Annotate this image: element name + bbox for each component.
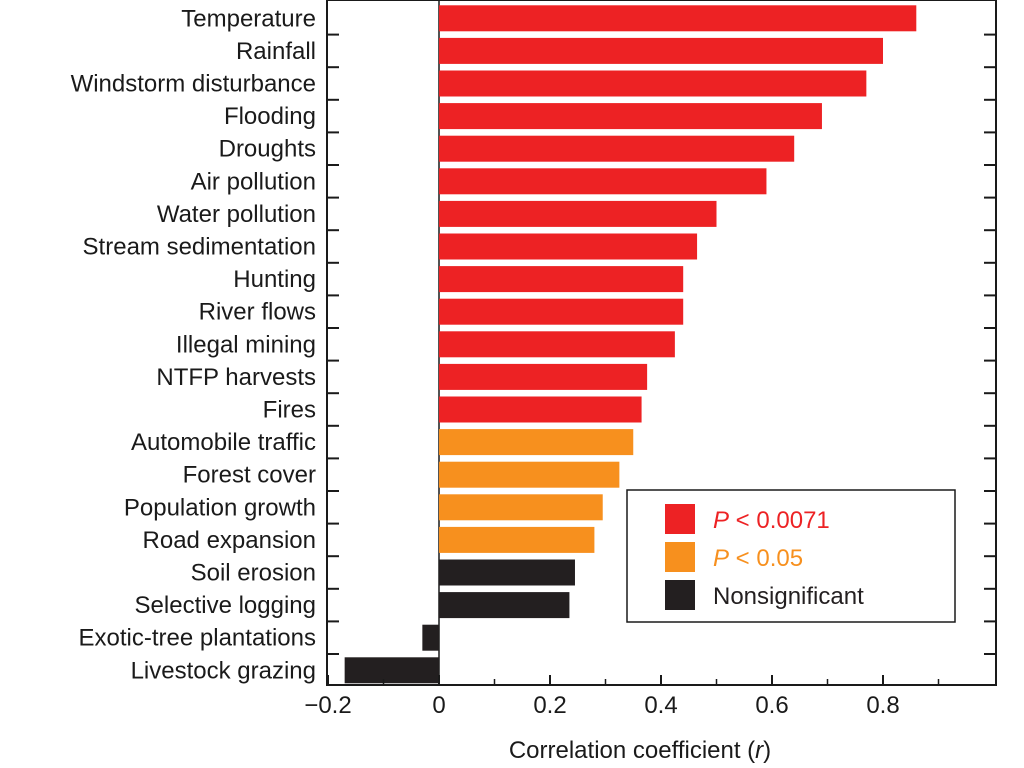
category-label-droughts: Droughts <box>219 136 316 163</box>
bar-illegal-mining <box>439 331 675 358</box>
x-tick-label: 0 <box>432 692 445 719</box>
bar-rainfall <box>439 37 883 64</box>
category-label-road-expansion: Road expansion <box>143 527 316 554</box>
x-tick-label: −0.2 <box>304 692 351 719</box>
category-label-forest-cover: Forest cover <box>183 462 316 489</box>
category-label-ntfp-harvests: NTFP harvests <box>156 364 316 391</box>
x-tick-label: 0.8 <box>866 692 899 719</box>
bar-windstorm-disturbance <box>439 70 867 97</box>
category-label-livestock-grazing: Livestock grazing <box>131 657 316 684</box>
bar-stream-sedimentation <box>439 233 698 260</box>
legend-label-ns: Nonsignificant <box>713 583 864 610</box>
legend-swatch-p0071 <box>665 504 695 534</box>
legend-swatch-p05 <box>665 542 695 572</box>
bar-soil-erosion <box>439 559 575 586</box>
legend-swatch-ns <box>665 580 695 610</box>
bar-water-pollution <box>439 200 717 227</box>
category-label-windstorm-disturbance: Windstorm disturbance <box>71 71 316 98</box>
category-label-soil-erosion: Soil erosion <box>191 560 316 587</box>
bar-flooding <box>439 103 822 130</box>
category-label-water-pollution: Water pollution <box>157 201 316 228</box>
bar-livestock-grazing <box>344 657 439 684</box>
category-label-exotic-tree-plantations: Exotic-tree plantations <box>79 625 316 652</box>
bar-forest-cover <box>439 461 620 488</box>
category-label-river-flows: River flows <box>199 299 316 326</box>
x-tick-label: 0.2 <box>533 692 566 719</box>
bar-selective-logging <box>439 592 570 619</box>
legend-label-p0071: P < 0.0071 <box>713 507 830 534</box>
x-axis-title: Correlation coefficient (r) <box>509 737 771 764</box>
bar-hunting <box>439 266 684 293</box>
category-label-temperature: Temperature <box>181 5 316 32</box>
bar-fires <box>439 396 642 423</box>
category-label-air-pollution: Air pollution <box>191 168 316 195</box>
bar-temperature <box>439 5 917 32</box>
bar-population-growth <box>439 494 603 521</box>
legend-label-p05: P < 0.05 <box>713 545 803 572</box>
bar-exotic-tree-plantations <box>422 624 439 651</box>
bar-droughts <box>439 135 795 162</box>
category-label-population-growth: Population growth <box>124 494 316 521</box>
bar-river-flows <box>439 298 684 325</box>
category-label-flooding: Flooding <box>224 103 316 130</box>
category-label-hunting: Hunting <box>233 266 316 293</box>
x-tick-label: 0.4 <box>644 692 677 719</box>
category-label-fires: Fires <box>263 397 316 424</box>
category-label-rainfall: Rainfall <box>236 38 316 65</box>
x-tick-label: 0.6 <box>755 692 788 719</box>
bar-automobile-traffic <box>439 429 634 456</box>
bar-road-expansion <box>439 526 595 553</box>
category-label-automobile-traffic: Automobile traffic <box>131 429 316 456</box>
category-label-stream-sedimentation: Stream sedimentation <box>83 234 316 261</box>
bar-ntfp-harvests <box>439 363 648 390</box>
bar-air-pollution <box>439 168 767 195</box>
category-label-illegal-mining: Illegal mining <box>176 331 316 358</box>
category-label-selective-logging: Selective logging <box>135 592 316 619</box>
